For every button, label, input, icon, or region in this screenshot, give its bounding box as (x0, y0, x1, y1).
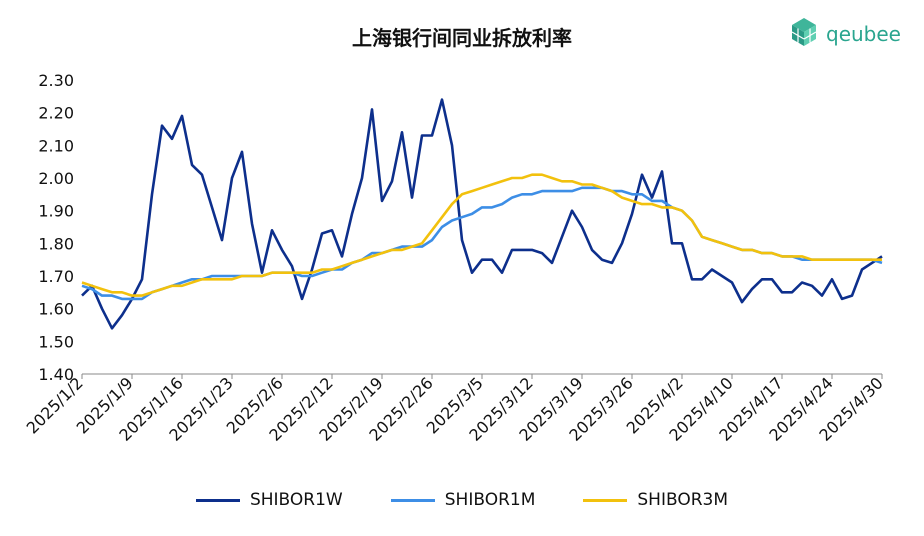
y-tick-label: 1.50 (38, 332, 74, 351)
y-axis-ticks: 2.30 2.20 2.10 2.00 1.90 1.80 1.70 1.60 1.50 1.40 (38, 71, 74, 384)
legend-item-shibor1w: SHIBOR1W (195, 490, 343, 510)
logo-text: qeubee (826, 22, 901, 46)
cube-logo-icon (791, 18, 817, 46)
legend: SHIBOR1W SHIBOR1M SHIBOR3M (0, 490, 924, 510)
y-tick-label: 2.00 (38, 169, 74, 188)
legend-label: SHIBOR1M (444, 490, 536, 510)
y-tick-label: 1.80 (38, 234, 74, 253)
y-tick-label: 2.20 (38, 104, 74, 123)
legend-swatch (195, 498, 240, 502)
y-tick-label: 2.30 (38, 71, 74, 90)
series-line-shibor1w (81, 98, 883, 330)
series-line-shibor3m (81, 173, 882, 297)
series-lines (81, 98, 883, 330)
qeubee-logo: qeubee (786, 14, 906, 54)
legend-label: SHIBOR3M (637, 490, 729, 510)
y-tick-label: 1.60 (38, 300, 74, 319)
legend-swatch (583, 498, 628, 502)
chart-title: 上海银行间同业拆放利率 (352, 26, 572, 50)
legend-swatch (390, 498, 435, 502)
y-tick-label: 2.10 (38, 136, 74, 155)
y-tick-label: 1.40 (38, 365, 74, 384)
y-tick-label: 1.90 (38, 202, 74, 221)
series-line-shibor1m (81, 186, 883, 301)
legend-label: SHIBOR1W (249, 490, 343, 510)
legend-item-shibor1m: SHIBOR1M (390, 490, 536, 510)
y-tick-label: 1.70 (38, 267, 74, 286)
legend-item-shibor3m: SHIBOR3M (583, 490, 728, 510)
x-axis-ticks: 2025/1/22025/1/92025/1/162025/1/232025/2… (23, 373, 887, 444)
